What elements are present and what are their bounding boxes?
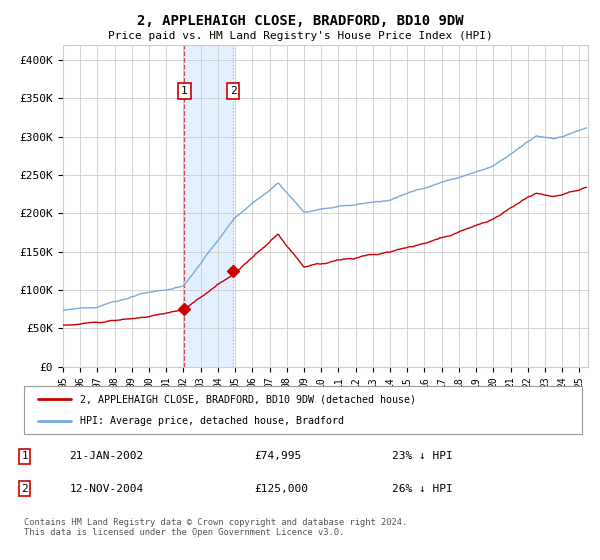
Text: 1: 1	[21, 451, 28, 461]
Text: £74,995: £74,995	[254, 451, 301, 461]
Text: 21-JAN-2002: 21-JAN-2002	[70, 451, 144, 461]
Text: 2, APPLEHAIGH CLOSE, BRADFORD, BD10 9DW: 2, APPLEHAIGH CLOSE, BRADFORD, BD10 9DW	[137, 14, 463, 28]
FancyBboxPatch shape	[24, 386, 582, 434]
Text: 2: 2	[21, 484, 28, 493]
Text: £125,000: £125,000	[254, 484, 308, 493]
Text: 12-NOV-2004: 12-NOV-2004	[70, 484, 144, 493]
Text: Price paid vs. HM Land Registry's House Price Index (HPI): Price paid vs. HM Land Registry's House …	[107, 31, 493, 41]
Text: 23% ↓ HPI: 23% ↓ HPI	[392, 451, 453, 461]
Bar	[184, 45, 233, 367]
Text: Contains HM Land Registry data © Crown copyright and database right 2024.
This d: Contains HM Land Registry data © Crown c…	[24, 518, 407, 538]
Text: 2, APPLEHAIGH CLOSE, BRADFORD, BD10 9DW (detached house): 2, APPLEHAIGH CLOSE, BRADFORD, BD10 9DW …	[80, 394, 416, 404]
Text: HPI: Average price, detached house, Bradford: HPI: Average price, detached house, Brad…	[80, 416, 344, 426]
Text: 26% ↓ HPI: 26% ↓ HPI	[392, 484, 453, 493]
Text: 1: 1	[181, 86, 188, 96]
Text: 2: 2	[230, 86, 236, 96]
